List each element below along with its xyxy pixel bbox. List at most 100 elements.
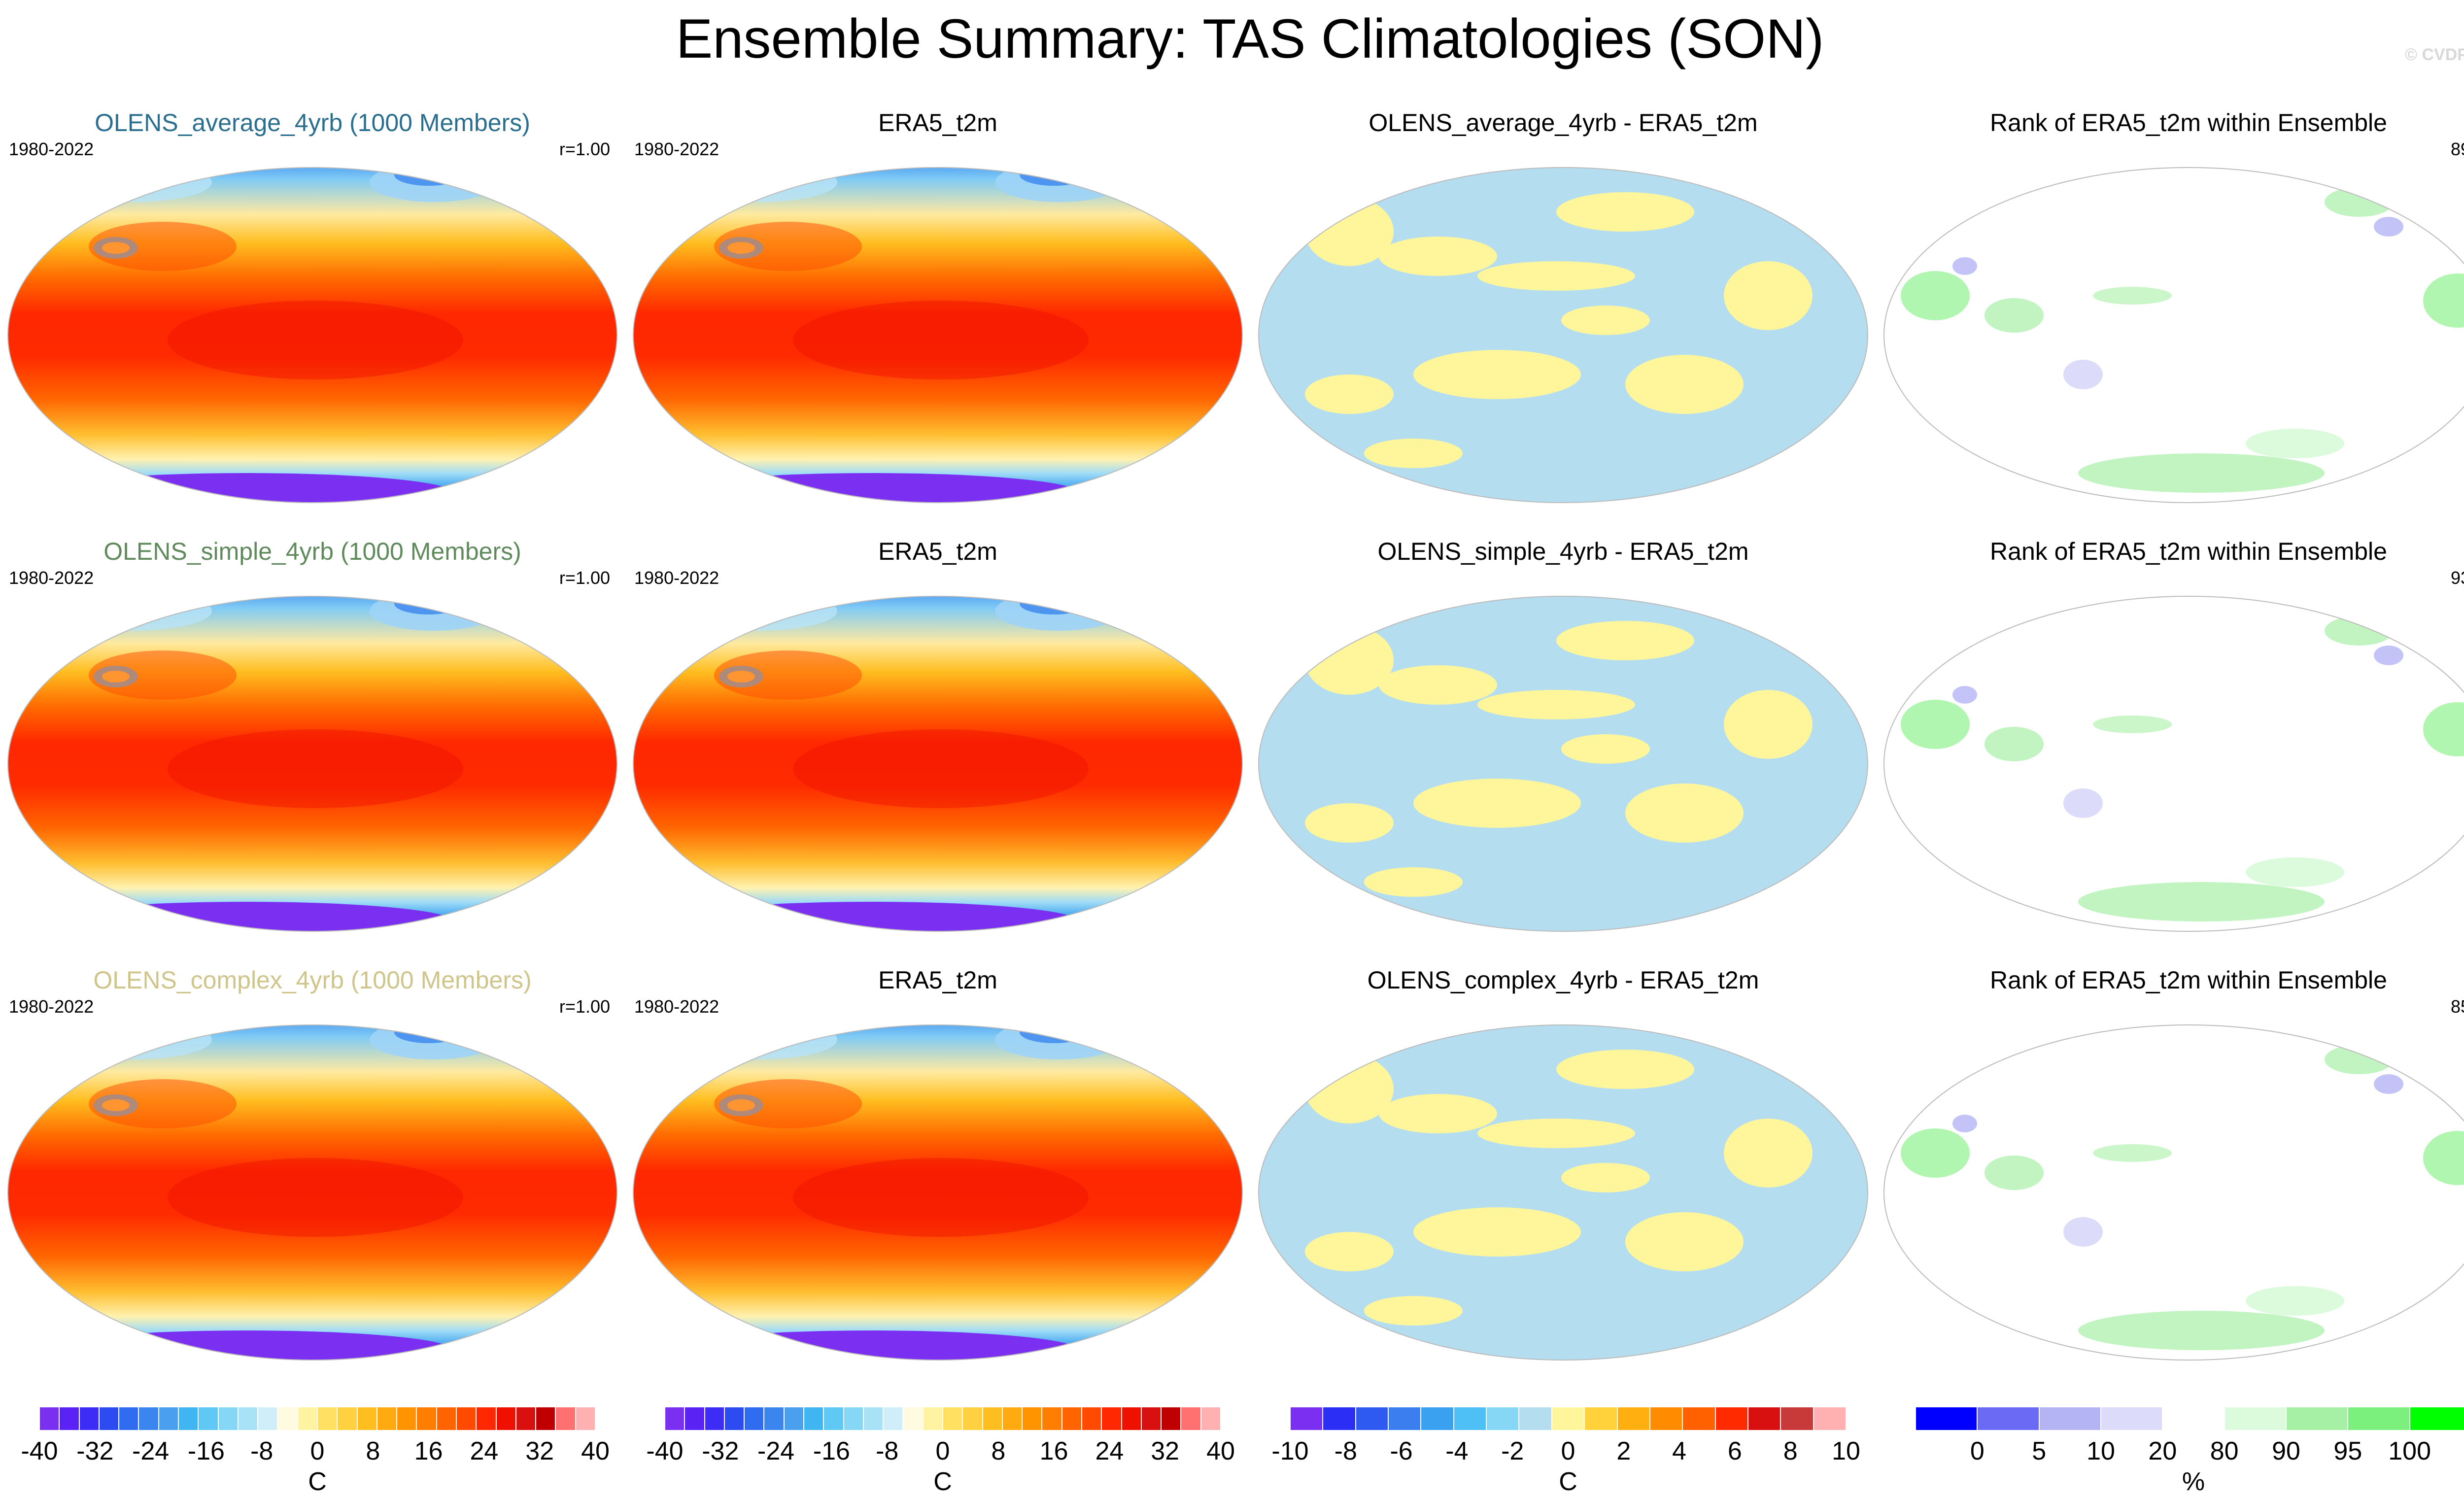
colorbar-swatch xyxy=(1421,1407,1454,1430)
colorbar-tick-label: -40 xyxy=(646,1437,684,1465)
colorbar-swatch xyxy=(536,1407,556,1430)
colorbar-swatch xyxy=(2162,1407,2224,1430)
colorbar-swatch xyxy=(1101,1407,1122,1430)
rank-percentage: 85% xyxy=(2450,996,2464,1017)
colorbar-swatch xyxy=(1141,1407,1162,1430)
colorbar-swatch xyxy=(476,1407,496,1430)
difference-panel-title: OLENS_complex_4yrb - ERA5_t2m xyxy=(1367,966,1759,994)
colorbar-swatch xyxy=(1649,1407,1683,1430)
colorbar-tick-label: 32 xyxy=(1151,1437,1180,1465)
colorbar-swatch xyxy=(1715,1407,1748,1430)
copyright-watermark: © CVDP xyxy=(2405,45,2464,64)
colorbar-swatch xyxy=(1682,1407,1715,1430)
observed-panel: ERA5_t2m 1980-2022 xyxy=(625,966,1250,1395)
colorbar-swatch xyxy=(1813,1407,1846,1430)
colorbar-swatch xyxy=(218,1407,238,1430)
temperature-map xyxy=(632,167,1243,503)
colorbar-swatch xyxy=(59,1407,79,1430)
ensemble-period: 1980-2022 xyxy=(9,568,94,588)
difference-colorbar: -10 -8 -6 -4 -2 0 2 4 6 8 10 C xyxy=(1271,1407,1860,1496)
difference-map xyxy=(1258,1024,1869,1361)
ensemble-panel-title: OLENS_average_4yrb (1000 Members) xyxy=(95,109,530,136)
difference-panel-title: OLENS_simple_4yrb - ERA5_t2m xyxy=(1377,538,1749,565)
colorbar-tick-label: -6 xyxy=(1390,1437,1413,1465)
figure-title: Ensemble Summary: TAS Climatologies (SON… xyxy=(676,8,1824,69)
rank-map xyxy=(1883,1024,2464,1361)
colorbar-tick-label: -24 xyxy=(757,1437,795,1465)
difference-panel: OLENS_complex_4yrb - ERA5_t2m xyxy=(1251,966,1876,1395)
colorbar-unit-label: % xyxy=(2182,1467,2205,1496)
colorbar-tick-label: -4 xyxy=(1445,1437,1469,1465)
colorbar-swatch xyxy=(943,1407,963,1430)
colorbar-swatch xyxy=(923,1407,943,1430)
colorbar-swatch xyxy=(178,1407,199,1430)
colorbar-swatch xyxy=(337,1407,357,1430)
colorbar-swatch xyxy=(456,1407,477,1430)
rank-map xyxy=(1883,167,2464,503)
colorbar-tick-label: 95 xyxy=(2333,1437,2362,1465)
colorbar-tick-label: 16 xyxy=(1039,1437,1068,1465)
rank-panel-title: Rank of ERA5_t2m within Ensemble xyxy=(1990,538,2387,565)
colorbar-swatch xyxy=(1290,1407,1323,1430)
ensemble-period: 1980-2022 xyxy=(9,139,94,159)
colorbar-swatch xyxy=(496,1407,516,1430)
colorbar-swatch xyxy=(1584,1407,1617,1430)
colorbar-swatch xyxy=(555,1407,576,1430)
ensemble-period: 1980-2022 xyxy=(9,996,94,1017)
colorbar-tick-label: -2 xyxy=(1501,1437,1524,1465)
colorbar-tick-label: 40 xyxy=(1206,1437,1235,1465)
colorbar-swatch xyxy=(1082,1407,1102,1430)
colorbar-tick-label: -10 xyxy=(1271,1437,1309,1465)
colorbar-tick-label: 90 xyxy=(2272,1437,2300,1465)
colorbar-swatch xyxy=(704,1407,724,1430)
observed-panel-title: ERA5_t2m xyxy=(878,109,997,136)
colorbar-swatch xyxy=(297,1407,317,1430)
difference-map xyxy=(1258,167,1869,503)
rank-panel: Rank of ERA5_t2m within Ensemble 85% xyxy=(1876,966,2464,1395)
colorbar-swatch xyxy=(1388,1407,1421,1430)
colorbar-swatch xyxy=(1121,1407,1141,1430)
rank-panel: Rank of ERA5_t2m within Ensemble 89% xyxy=(1876,108,2464,537)
ensemble-panel-title: OLENS_complex_4yrb (1000 Members) xyxy=(93,966,532,994)
colorbar-swatch xyxy=(744,1407,764,1430)
pattern-correlation: r=1.00 xyxy=(559,139,610,159)
colorbar-swatch xyxy=(962,1407,983,1430)
colorbar-swatch xyxy=(1181,1407,1201,1430)
colorbar-swatch xyxy=(436,1407,456,1430)
colorbar-swatch xyxy=(2348,1407,2410,1430)
colorbar-unit-label: C xyxy=(1559,1467,1577,1496)
colorbar-swatch xyxy=(1453,1407,1487,1430)
observed-panel: ERA5_t2m 1980-2022 xyxy=(625,537,1250,966)
temperature-map xyxy=(632,1024,1243,1361)
colorbar-unit-label: C xyxy=(933,1467,952,1496)
colorbar-tick-label: 5 xyxy=(2032,1437,2047,1465)
colorbar-swatch xyxy=(823,1407,844,1430)
colorbar-swatch xyxy=(1486,1407,1519,1430)
colorbar-tick-label: 0 xyxy=(935,1437,950,1465)
colorbar-tick-label: 8 xyxy=(991,1437,1006,1465)
colorbar-swatch xyxy=(416,1407,437,1430)
colorbar-tick-label: -24 xyxy=(132,1437,170,1465)
colorbar-tick-label: 6 xyxy=(1727,1437,1742,1465)
colorbar-swatch xyxy=(158,1407,178,1430)
rank-map xyxy=(1883,596,2464,932)
colorbar-unit-label: C xyxy=(308,1467,327,1496)
colorbar-swatch xyxy=(1617,1407,1650,1430)
temperature-map xyxy=(632,596,1243,932)
colorbar-tick-label: 0 xyxy=(1561,1437,1575,1465)
colorbar-swatch xyxy=(982,1407,1002,1430)
pattern-correlation: r=1.00 xyxy=(559,568,610,588)
temperature-colorbar-observed: -40 -32 -24 -16 -8 0 8 16 24 32 40 C xyxy=(646,1407,1235,1496)
colorbar-tick-label: -8 xyxy=(1334,1437,1357,1465)
rank-panel-title: Rank of ERA5_t2m within Ensemble xyxy=(1990,966,2387,994)
colorbar-swatch xyxy=(1022,1407,1042,1430)
colorbar-swatch xyxy=(1747,1407,1781,1430)
colorbar-swatch xyxy=(1061,1407,1082,1430)
colorbar-swatch xyxy=(1355,1407,1389,1430)
colorbar-swatch xyxy=(843,1407,863,1430)
colorbar-tick-label: 10 xyxy=(2087,1437,2115,1465)
observed-period: 1980-2022 xyxy=(634,996,719,1017)
colorbar-swatch xyxy=(665,1407,685,1430)
colorbar-swatch xyxy=(883,1407,903,1430)
colorbar-swatch xyxy=(397,1407,417,1430)
